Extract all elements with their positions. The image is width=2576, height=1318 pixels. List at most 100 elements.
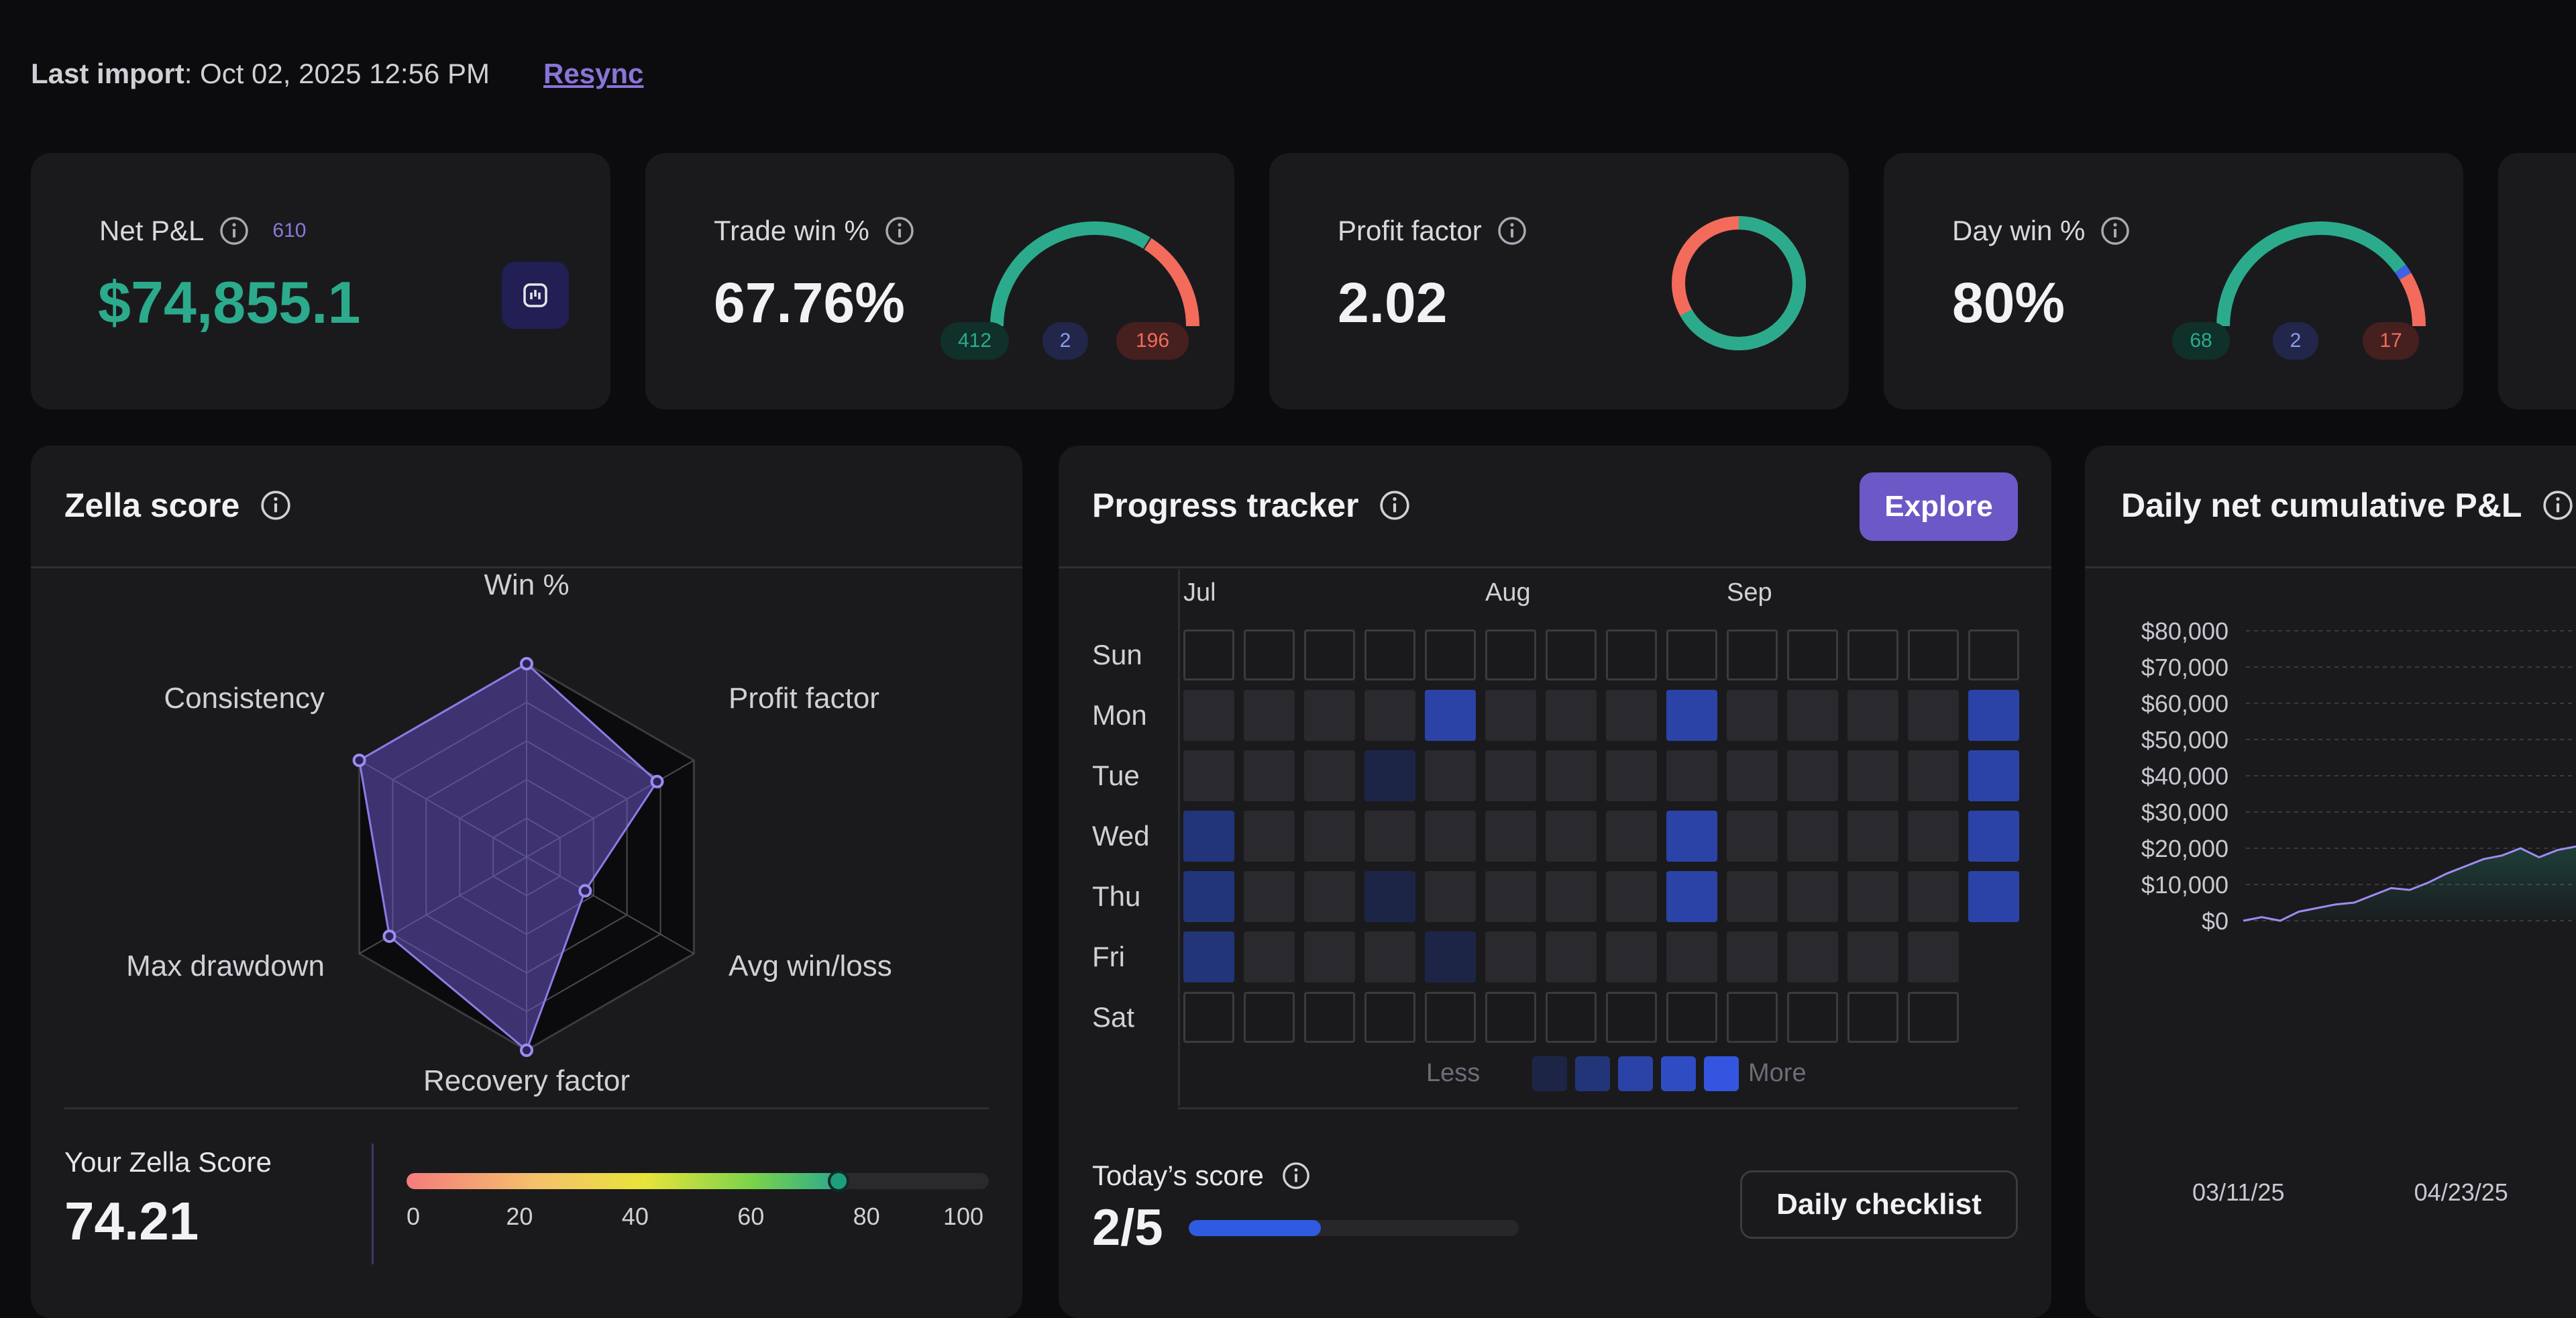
heatmap-cell[interactable] xyxy=(1364,750,1415,801)
heatmap-cell[interactable] xyxy=(1304,931,1355,982)
heatmap-cell[interactable] xyxy=(1364,690,1415,741)
daily-checklist-button[interactable]: Daily checklist xyxy=(1740,1170,2018,1239)
heatmap-cell[interactable] xyxy=(1847,811,1898,862)
heatmap-cell[interactable] xyxy=(1425,871,1476,922)
heatmap-cell[interactable] xyxy=(1425,750,1476,801)
heatmap-cell[interactable] xyxy=(1847,871,1898,922)
heatmap-cell[interactable] xyxy=(1183,629,1234,680)
heatmap-cell[interactable] xyxy=(1727,750,1778,801)
heatmap-cell[interactable] xyxy=(1304,992,1355,1043)
heatmap-cell[interactable] xyxy=(1364,811,1415,862)
heatmap-cell[interactable] xyxy=(1787,992,1838,1043)
heatmap-cell[interactable] xyxy=(1546,811,1597,862)
heatmap-cell[interactable] xyxy=(1908,629,1959,680)
heatmap-cell[interactable] xyxy=(1425,931,1476,982)
heatmap-cell[interactable] xyxy=(1546,750,1597,801)
heatmap-cell[interactable] xyxy=(1183,992,1234,1043)
heatmap-cell[interactable] xyxy=(1847,690,1898,741)
heatmap-cell[interactable] xyxy=(1666,750,1717,801)
info-icon[interactable] xyxy=(884,215,915,246)
heatmap-cell[interactable] xyxy=(1787,871,1838,922)
heatmap-cell[interactable] xyxy=(1908,690,1959,741)
heatmap-cell[interactable] xyxy=(1183,750,1234,801)
heatmap-cell[interactable] xyxy=(1485,690,1536,741)
heatmap-cell[interactable] xyxy=(1606,992,1657,1043)
heatmap-cell[interactable] xyxy=(1666,992,1717,1043)
heatmap-cell[interactable] xyxy=(1908,871,1959,922)
heatmap-cell[interactable] xyxy=(1787,811,1838,862)
heatmap-cell[interactable] xyxy=(1364,931,1415,982)
heatmap-cell[interactable] xyxy=(1847,629,1898,680)
heatmap-cell[interactable] xyxy=(1968,690,2019,741)
heatmap-cell[interactable] xyxy=(1546,871,1597,922)
info-icon[interactable] xyxy=(260,489,292,521)
info-icon[interactable] xyxy=(2100,215,2131,246)
heatmap-cell[interactable] xyxy=(1244,871,1295,922)
heatmap-cell[interactable] xyxy=(1787,931,1838,982)
heatmap-cell[interactable] xyxy=(1304,750,1355,801)
heatmap-cell[interactable] xyxy=(1606,871,1657,922)
heatmap-cell[interactable] xyxy=(1787,629,1838,680)
heatmap-cell[interactable] xyxy=(1244,931,1295,982)
heatmap-cell[interactable] xyxy=(1606,750,1657,801)
heatmap-cell[interactable] xyxy=(1666,629,1717,680)
heatmap-cell[interactable] xyxy=(1485,750,1536,801)
heatmap-cell[interactable] xyxy=(1425,811,1476,862)
heatmap-cell[interactable] xyxy=(1183,811,1234,862)
heatmap-cell[interactable] xyxy=(1546,992,1597,1043)
heatmap-cell[interactable] xyxy=(1485,871,1536,922)
heatmap-cell[interactable] xyxy=(1485,629,1536,680)
heatmap-cell[interactable] xyxy=(1908,931,1959,982)
heatmap-cell[interactable] xyxy=(1727,992,1778,1043)
heatmap-cell[interactable] xyxy=(1425,992,1476,1043)
heatmap-cell[interactable] xyxy=(1968,629,2019,680)
heatmap-cell[interactable] xyxy=(1485,931,1536,982)
heatmap-cell[interactable] xyxy=(1364,629,1415,680)
heatmap-cell[interactable] xyxy=(1727,931,1778,982)
pnl-breakdown-button[interactable] xyxy=(502,262,569,329)
heatmap-cell[interactable] xyxy=(1304,871,1355,922)
heatmap-cell[interactable] xyxy=(1244,811,1295,862)
heatmap-cell[interactable] xyxy=(1244,690,1295,741)
heatmap-cell[interactable] xyxy=(1908,750,1959,801)
heatmap-cell[interactable] xyxy=(1485,992,1536,1043)
heatmap-cell[interactable] xyxy=(1727,629,1778,680)
resync-link[interactable]: Resync xyxy=(543,58,644,89)
heatmap-cell[interactable] xyxy=(1727,871,1778,922)
heatmap-cell[interactable] xyxy=(1304,629,1355,680)
heatmap-cell[interactable] xyxy=(1546,629,1597,680)
heatmap-cell[interactable] xyxy=(1787,690,1838,741)
heatmap-cell[interactable] xyxy=(1244,992,1295,1043)
heatmap-cell[interactable] xyxy=(1727,690,1778,741)
explore-button[interactable]: Explore xyxy=(1860,472,2018,541)
heatmap-cell[interactable] xyxy=(1425,629,1476,680)
heatmap-cell[interactable] xyxy=(1847,750,1898,801)
heatmap-cell[interactable] xyxy=(1304,690,1355,741)
heatmap-cell[interactable] xyxy=(1968,871,2019,922)
heatmap-cell[interactable] xyxy=(1425,690,1476,741)
heatmap-cell[interactable] xyxy=(1364,992,1415,1043)
heatmap-cell[interactable] xyxy=(1666,931,1717,982)
heatmap-cell[interactable] xyxy=(1606,931,1657,982)
heatmap-cell[interactable] xyxy=(1968,811,2019,862)
heatmap-cell[interactable] xyxy=(1666,690,1717,741)
heatmap-cell[interactable] xyxy=(1244,629,1295,680)
heatmap-cell[interactable] xyxy=(1606,629,1657,680)
heatmap-cell[interactable] xyxy=(1244,750,1295,801)
heatmap-cell[interactable] xyxy=(1727,811,1778,862)
info-icon[interactable] xyxy=(1497,215,1527,246)
heatmap-cell[interactable] xyxy=(1546,931,1597,982)
heatmap-cell[interactable] xyxy=(1183,690,1234,741)
heatmap-cell[interactable] xyxy=(1666,811,1717,862)
heatmap-cell[interactable] xyxy=(1908,811,1959,862)
info-icon[interactable] xyxy=(219,215,250,246)
heatmap-cell[interactable] xyxy=(1606,811,1657,862)
heatmap-cell[interactable] xyxy=(1847,992,1898,1043)
info-icon[interactable] xyxy=(1379,489,1411,521)
heatmap-cell[interactable] xyxy=(1183,931,1234,982)
heatmap-cell[interactable] xyxy=(1304,811,1355,862)
heatmap-cell[interactable] xyxy=(1908,992,1959,1043)
heatmap-cell[interactable] xyxy=(1847,931,1898,982)
heatmap-cell[interactable] xyxy=(1666,871,1717,922)
heatmap-cell[interactable] xyxy=(1787,750,1838,801)
